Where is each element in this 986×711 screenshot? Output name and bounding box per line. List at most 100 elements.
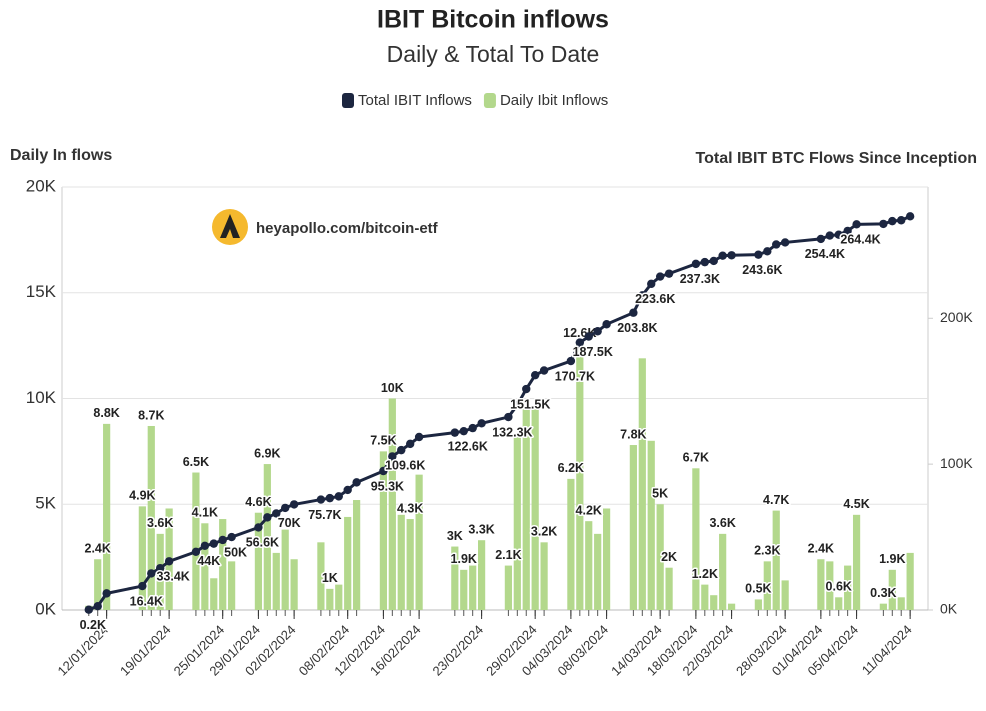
- bar: [567, 478, 575, 610]
- line-point: [352, 478, 361, 487]
- bar: [415, 474, 423, 610]
- y2-axis-title: Total IBIT BTC Flows Since Inception: [696, 150, 978, 167]
- bar: [478, 540, 486, 610]
- data-label: 2.4K: [85, 542, 111, 556]
- line-point: [397, 445, 406, 455]
- data-label: 0.3K: [870, 586, 896, 600]
- line-point: [664, 269, 674, 278]
- line-point: [156, 563, 165, 573]
- bar: [710, 595, 718, 610]
- legend-label: Total IBIT Inflows: [358, 92, 472, 109]
- bar: [665, 567, 673, 610]
- bar: [254, 512, 263, 610]
- line-point: [718, 251, 727, 260]
- bar: [210, 578, 218, 610]
- data-label: 2.1K: [495, 548, 521, 562]
- data-label: 4.5K: [843, 497, 869, 511]
- bar: [103, 423, 111, 610]
- line-point: [200, 541, 210, 551]
- line-point: [334, 492, 343, 501]
- bar: [888, 569, 896, 610]
- bar: [576, 343, 584, 610]
- data-label: 254.4K: [805, 247, 845, 261]
- data-label: 223.6K: [635, 292, 675, 306]
- bar: [344, 516, 352, 610]
- bar: [504, 565, 512, 610]
- line-point: [593, 327, 602, 336]
- line-point: [825, 231, 834, 240]
- x-tick-label: 23/02/2024: [430, 622, 487, 679]
- bar: [781, 580, 789, 610]
- line-point: [638, 291, 647, 300]
- x-tick-label: 19/01/2024: [117, 622, 174, 679]
- line-point: [263, 513, 272, 522]
- data-label: 203.8K: [617, 321, 657, 335]
- data-label: 2K: [661, 550, 677, 564]
- line-point: [289, 500, 299, 509]
- line-point: [691, 259, 701, 269]
- bar: [692, 468, 700, 610]
- data-label: 1.9K: [451, 552, 477, 566]
- bar: [656, 504, 664, 610]
- line-point: [504, 412, 513, 422]
- y2-tick-label: 200K: [940, 309, 973, 325]
- data-label: 0.2K: [80, 618, 106, 632]
- bar: [272, 552, 280, 610]
- bar: [290, 559, 298, 610]
- x-tick-label: 11/04/2024: [859, 622, 915, 678]
- data-label: 10K: [381, 381, 404, 395]
- bar: [192, 472, 200, 610]
- line-point: [93, 602, 102, 611]
- y-tick-label: 0K: [35, 599, 56, 618]
- bar: [772, 510, 780, 610]
- data-label: 2.4K: [808, 542, 834, 556]
- line-point: [102, 589, 111, 598]
- bar: [531, 409, 539, 610]
- bar: [353, 500, 361, 610]
- bar: [451, 546, 459, 610]
- legend-label: Daily Ibit Inflows: [500, 92, 608, 109]
- bar: [335, 584, 343, 610]
- bar: [219, 519, 227, 610]
- line-point: [629, 308, 638, 317]
- bar: [326, 588, 334, 610]
- data-label: 0.6K: [826, 580, 852, 594]
- data-label: 170.7K: [555, 369, 595, 383]
- line-point: [388, 452, 397, 461]
- bar: [540, 542, 548, 610]
- bar: [638, 358, 646, 610]
- data-label: 122.6K: [448, 439, 488, 453]
- bar: [701, 584, 709, 610]
- y-tick-label: 5K: [35, 494, 56, 513]
- legend-swatch: [342, 93, 354, 108]
- data-label: 237.3K: [680, 272, 720, 286]
- line-point: [709, 256, 718, 266]
- bar: [513, 436, 521, 610]
- line-point: [754, 250, 763, 259]
- watermark: heyapollo.com/bitcoin-etf: [212, 209, 439, 245]
- line-point: [218, 535, 227, 545]
- data-label: 1K: [322, 571, 338, 585]
- bar: [201, 523, 209, 610]
- bar: [138, 506, 146, 610]
- data-label: 4.2K: [576, 503, 602, 517]
- data-label: 5K: [652, 487, 668, 501]
- data-label: 8.8K: [93, 406, 119, 420]
- logo-mark: [220, 214, 240, 238]
- line-point: [763, 247, 772, 256]
- bar: [469, 565, 477, 610]
- data-label: 3.2K: [531, 525, 557, 539]
- bar: [147, 425, 155, 610]
- data-label: 4.9K: [129, 489, 155, 503]
- bar: [228, 561, 236, 610]
- bar: [594, 533, 602, 610]
- bar: [906, 552, 914, 610]
- line-point: [522, 384, 531, 394]
- data-label: 132.3K: [492, 425, 532, 439]
- y-tick-label: 15K: [26, 282, 57, 301]
- bar: [852, 514, 861, 610]
- chart-subtitle: Daily & Total To Date: [387, 41, 600, 67]
- data-label: 0.5K: [745, 582, 771, 596]
- data-label: 4.6K: [245, 495, 271, 509]
